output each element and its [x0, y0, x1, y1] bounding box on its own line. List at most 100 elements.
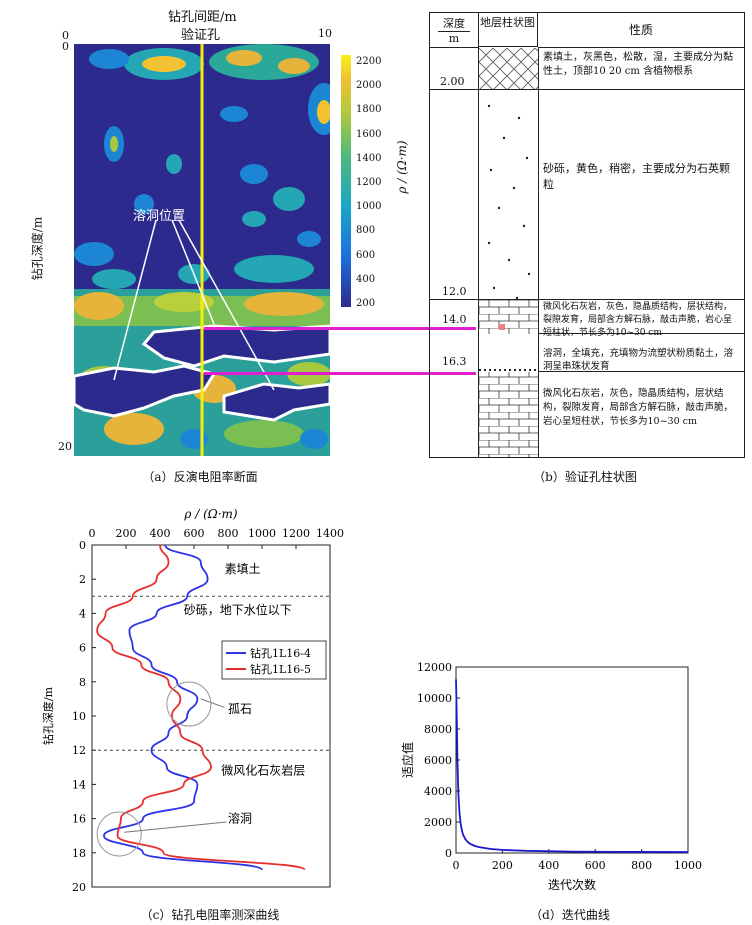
legend-label: 钻孔1L16-4	[250, 646, 311, 660]
y-tick-label: 0	[445, 847, 452, 860]
caption-a: （a）反演电阻率断面	[142, 470, 258, 484]
y-tick-label: 12	[72, 744, 86, 757]
annotation-limestone: 微风化石灰岩层	[221, 763, 305, 778]
y-tick-label: 8	[79, 676, 86, 689]
legend-label: 钻孔1L16-5	[250, 662, 311, 676]
x-tick-label: 1000	[674, 859, 702, 872]
cave-outlines	[74, 324, 330, 422]
depth-value: 16.3	[442, 355, 467, 368]
cave-arrow	[124, 821, 227, 833]
y-axis-label: 适应值	[400, 742, 415, 778]
annotation-gravel: 砂砾，地下水位以下	[184, 602, 292, 617]
y-tick-label: 4	[79, 607, 86, 620]
y-tick-label: 2	[79, 573, 86, 586]
y-axis-label: 钻孔深度/m	[41, 686, 55, 745]
colorbar-tick: 2000	[356, 80, 382, 92]
legend-box	[221, 640, 327, 680]
panel-a-x-tick-0: 0	[62, 29, 69, 42]
colorbar-tick: 1200	[356, 177, 382, 189]
x-tick-label: 800	[218, 527, 239, 540]
boulder-circle	[166, 681, 212, 727]
layer-desc: 微风化石灰岩，灰色，隐晶质结构，层状结构，裂隙发育，局部含方解石脉，敲击声脆，岩…	[543, 388, 734, 427]
x-tick-label: 1000	[248, 527, 276, 540]
property-header: 性质	[538, 13, 744, 48]
annotation-cave: 溶洞	[228, 811, 252, 826]
panel-a-y-label: 钻孔深度/m	[30, 216, 45, 281]
connector-top	[204, 327, 476, 330]
x-tick-label: 200	[492, 859, 513, 872]
x-tick-label: 800	[631, 859, 652, 872]
colorbar-tick: 800	[356, 225, 376, 237]
depth-value: 12.0	[442, 285, 467, 298]
caption-c: （c）钻孔电阻率测深曲线	[140, 908, 280, 922]
y-tick-label: 6000	[424, 754, 452, 767]
section-upper-anomalies	[74, 44, 330, 289]
colorbar-label: ρ / (Ω·m)	[395, 140, 409, 194]
colorbar-tick: 2200	[356, 56, 382, 67]
depth-value: 14.0	[442, 313, 467, 326]
x-tick-label: 1400	[316, 527, 344, 540]
depth-header: 深度	[438, 15, 470, 32]
y-tick-label: 14	[72, 778, 86, 791]
panel-a-x-tick-10: 10	[318, 27, 332, 40]
cave-circle	[96, 811, 142, 857]
panel-a-annotation: 溶洞位置	[133, 209, 186, 224]
panel-a-y-tick-0: 0	[62, 40, 69, 53]
caption-d: （d）迭代曲线	[530, 908, 610, 922]
fitness-curve	[455, 679, 689, 853]
borehole-log: 深度 m 地层柱状图 性质 2.00 12.0 14.0 16.3	[429, 12, 745, 458]
fill-soil-pattern	[479, 48, 538, 89]
gravel-dots	[487, 104, 531, 300]
y-tick-label: 8000	[424, 723, 452, 736]
layer-desc: 溶洞，全填充，充填物为流塑状粉质黏土，溶洞呈串珠状发育	[543, 348, 734, 372]
depth-value: 2.00	[440, 75, 465, 88]
connector-bottom	[204, 372, 476, 375]
plot-frame	[91, 544, 331, 888]
y-tick-label: 20	[72, 881, 86, 894]
y-tick-label: 4000	[424, 785, 452, 798]
boulder-arrow	[200, 698, 225, 708]
colorbar-ticks: 2200 2000 1800 1600 1400 1200 1000 800 6…	[356, 50, 381, 316]
y-tick-label: 2000	[424, 816, 452, 829]
panel-a-well-label: 验证孔	[181, 28, 221, 43]
panel-a-y-tick-20: 20	[58, 440, 72, 453]
depth-unit: m	[448, 32, 460, 45]
layer-desc: 砂砾，黄色，稍密，主要成分为石英颗粒	[543, 162, 730, 191]
colorbar	[341, 55, 351, 307]
iteration-chart: 0 200 400 600 800 100002000400060008000100001…	[400, 661, 702, 892]
layer-desc: 素填土，灰黑色，松散，湿，主要成分为黏性土，顶部10 20 cm 含植物根系	[543, 52, 733, 77]
annotation-boulder: 孤石	[228, 702, 252, 716]
y-tick-label: 16	[72, 813, 86, 826]
plot-frame	[455, 666, 689, 854]
colorbar-tick: 1400	[356, 152, 382, 164]
y-tick-label: 10	[72, 710, 86, 723]
limestone-pattern-lower	[479, 372, 538, 457]
annotation-fill: 素填土	[225, 562, 261, 576]
x-tick-label: 600	[184, 527, 205, 540]
colorbar-tick: 1600	[356, 128, 382, 140]
y-tick-label: 6	[79, 642, 86, 655]
colorbar-tick: 1000	[356, 201, 382, 213]
limestone-pattern-upper	[479, 300, 538, 334]
colorbar-tick: 400	[356, 273, 376, 285]
x-tick-label: 400	[538, 859, 559, 872]
lithology-column	[479, 48, 538, 457]
layer-desc: 微风化石灰岩，灰色，隐晶质结构，层状结构，裂隙发育，局部含方解石脉，敲击声脆，岩…	[543, 302, 733, 338]
y-tick-label: 18	[72, 847, 86, 860]
x-axis-label: ρ / (Ω·m)	[183, 507, 238, 521]
caption-b: （b）验证孔柱状图	[533, 470, 637, 484]
column-header: 地层柱状图	[478, 13, 538, 47]
colorbar-tick: 200	[356, 298, 376, 310]
x-tick-label: 600	[585, 859, 606, 872]
x-tick-label: 400	[150, 527, 171, 540]
y-tick-label: 10000	[417, 692, 452, 705]
cave-layer	[479, 334, 538, 372]
cave-annotation-arrows	[113, 219, 275, 391]
x-tick-label: 200	[116, 527, 137, 540]
series-line-2	[96, 544, 306, 871]
y-tick-label: 12000	[417, 661, 452, 674]
series-line-1	[102, 544, 263, 871]
y-tick-label: 0	[79, 539, 86, 552]
panel-a-top-label: 钻孔间距/m	[168, 10, 237, 25]
x-tick-label: 0	[89, 527, 96, 540]
